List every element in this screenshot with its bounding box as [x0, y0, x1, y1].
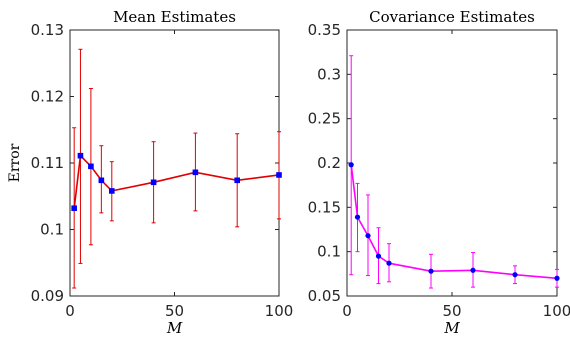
- cov-data-point: [470, 267, 476, 273]
- cov-series-line: [350, 164, 558, 280]
- cov-data-point: [386, 260, 392, 266]
- cov-data-point: [354, 214, 361, 220]
- mean-y-tick-label: 0.13: [31, 21, 64, 39]
- mean-data-point: [150, 179, 157, 186]
- cov-data-point: [375, 253, 382, 259]
- mean-data-point: [276, 172, 282, 178]
- mean-data-point: [98, 177, 105, 184]
- cov-y-tick-label: 0.3: [317, 65, 341, 83]
- mean-data-point: [88, 163, 94, 170]
- mean-x-tick-label: 100: [265, 302, 294, 320]
- cov-y-tick-label: 0.2: [317, 154, 341, 172]
- mean-y-axis-label: Error: [7, 143, 23, 182]
- cov-data-point: [365, 233, 371, 239]
- mean-y-tick-label: 0.11: [31, 154, 64, 172]
- cov-y-tick-label: 0.1: [317, 243, 341, 261]
- cov-x-axis-label: M: [443, 319, 460, 337]
- mean-chart-title: Mean Estimates: [113, 8, 236, 26]
- cov-x-tick-label: 50: [442, 302, 461, 320]
- mean-y-tick-label: 0.1: [40, 221, 64, 239]
- mean-x-axis-label: M: [166, 319, 183, 337]
- mean-data-point: [234, 177, 240, 184]
- cov-chart: Covariance Estimates M 0 50 100 0.05 0.1 0.15 0.…: [308, 8, 570, 337]
- mean-data-point: [71, 205, 77, 212]
- cov-data-point: [428, 268, 434, 274]
- mean-y-tick-label: 0.12: [31, 88, 64, 106]
- cov-data-point: [348, 162, 354, 168]
- cov-y-tick-label: 0.05: [308, 287, 341, 305]
- mean-data-point: [192, 169, 199, 176]
- mean-data-point: [77, 152, 84, 159]
- cov-data-point: [554, 275, 560, 281]
- mean-x-tick-label: 0: [65, 302, 75, 320]
- cov-y-tick-label: 0.15: [308, 198, 341, 216]
- cov-x-tick-label: 100: [543, 302, 570, 320]
- mean-x-tick-label: 50: [165, 302, 184, 320]
- cov-chart-title: Covariance Estimates: [369, 8, 535, 26]
- mean-y-tick-label: 0.09: [31, 287, 64, 305]
- mean-chart: Mean Estimates M Error 0 50 100 0.09 0.1 0.11 0.1…: [7, 8, 293, 337]
- cov-x-tick-label: 0: [342, 302, 352, 320]
- mean-data-point: [109, 188, 115, 194]
- mean-series-line: [73, 153, 280, 209]
- cov-y-tick-label: 0.35: [308, 21, 341, 39]
- cov-y-tick-label: 0.25: [308, 110, 341, 128]
- cov-data-point: [512, 272, 518, 278]
